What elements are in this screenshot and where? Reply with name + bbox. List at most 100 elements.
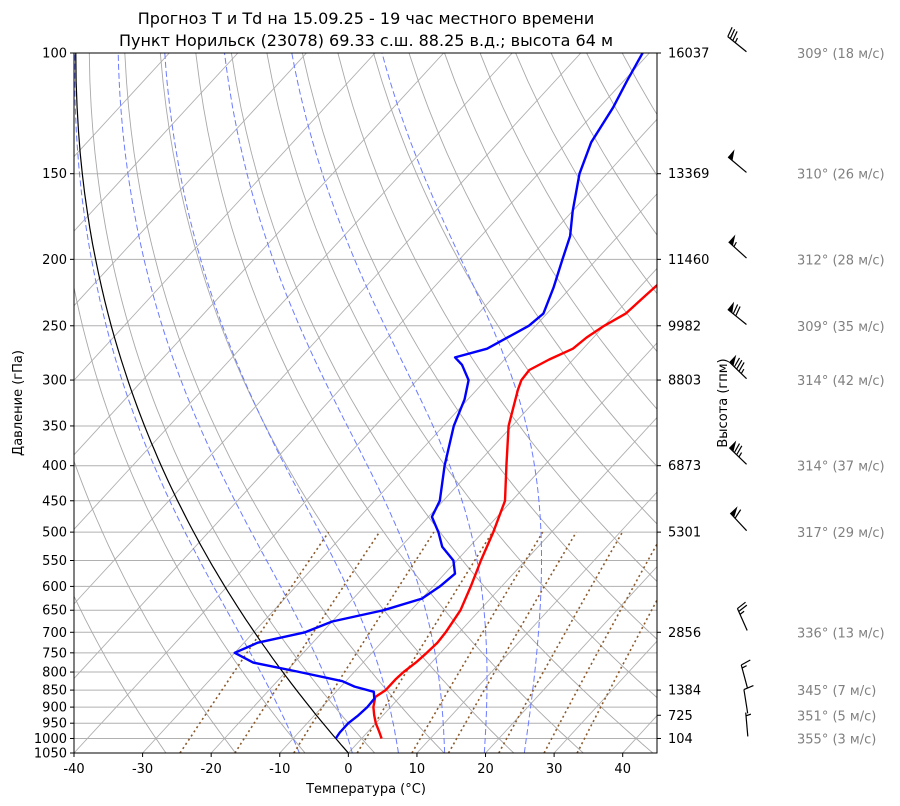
wind-barb-staff xyxy=(743,689,749,714)
dry-adiabat-line xyxy=(266,53,657,699)
wind-barb xyxy=(729,506,748,532)
dry-adiabat-line xyxy=(479,53,657,353)
wind-barb-full xyxy=(729,29,736,39)
p-tick-label: 450 xyxy=(42,494,67,509)
mixing-ratio-line xyxy=(411,531,544,753)
height-tick-label: 5301 xyxy=(668,526,701,541)
moist-adiabat-line xyxy=(164,53,399,753)
height-tick-label: 16037 xyxy=(668,47,709,62)
isotherm-line xyxy=(622,715,657,753)
p-tick-label: 650 xyxy=(42,604,67,619)
x-tick-label: 0 xyxy=(344,762,352,777)
height-tick-label: 1384 xyxy=(668,684,701,699)
wind-barb xyxy=(743,685,754,714)
p-tick-label: 950 xyxy=(42,717,67,732)
wind-barb-staff xyxy=(745,712,749,737)
dry-adiabat-line xyxy=(444,53,657,410)
wind-barb-half xyxy=(741,665,747,669)
wind-label: 312° (28 м/с) xyxy=(797,253,885,268)
wind-barb-staff xyxy=(736,608,748,631)
dry-adiabat-line xyxy=(230,53,654,753)
height-tick-label: 725 xyxy=(668,709,693,724)
p-tick-label: 250 xyxy=(42,319,67,334)
dry-adiabat-line xyxy=(658,53,900,753)
p-tick-label: 750 xyxy=(42,646,67,661)
wind-barb-full xyxy=(736,445,743,456)
isotherm-line xyxy=(74,53,239,232)
wind-barb-full xyxy=(740,659,751,666)
height-tick-label: 8803 xyxy=(668,374,701,389)
dewpoint-line xyxy=(233,53,644,740)
wind-barb-full xyxy=(738,604,748,612)
isotherm-line xyxy=(74,53,376,381)
parcel-line xyxy=(75,53,349,753)
mixing-ratio-line xyxy=(498,531,624,753)
p-tick-label: 600 xyxy=(42,580,67,595)
wind-barb-half xyxy=(745,713,752,717)
height-tick-label: 13369 xyxy=(668,167,709,182)
wind-barb xyxy=(727,149,747,173)
isotherm-line xyxy=(74,53,444,456)
dry-adiabat-line xyxy=(800,53,900,753)
isotherm-line xyxy=(74,53,307,307)
x-tick-label: 40 xyxy=(614,762,631,777)
dry-adiabat-line xyxy=(74,459,236,753)
p-tick-label: 350 xyxy=(42,419,67,434)
chart-title-line1: Прогноз T и Td на 15.09.25 - 19 час мест… xyxy=(138,9,594,28)
y-axis-label-right: Высота (гпм) xyxy=(716,358,731,447)
y-axis-label: Давление (гПа) xyxy=(11,350,26,456)
p-tick-label: 1050 xyxy=(34,747,67,762)
wind-barb xyxy=(745,712,752,737)
axes-layer: -40 -30 -20 -10 0 10 20 30 40 100 150 200 250 300 350 4… xyxy=(34,47,709,778)
wind-barb-full xyxy=(727,27,733,37)
p-tick-label: 300 xyxy=(42,374,67,389)
wind-barb xyxy=(727,27,747,53)
x-tick-label: -10 xyxy=(269,762,290,777)
dry-adiabat-line xyxy=(764,53,900,753)
moist-adiabat-line xyxy=(381,53,542,753)
dry-adiabat-line xyxy=(124,53,445,753)
wind-barb-staff xyxy=(727,156,747,173)
dry-adiabat-line xyxy=(301,53,657,640)
mixing-ratio-line xyxy=(447,531,577,753)
mixing-ratio-line xyxy=(179,531,330,753)
wind-barb-half xyxy=(739,610,745,615)
series-layer xyxy=(75,53,657,753)
mixing-ratio-line xyxy=(293,531,435,753)
dry-adiabat-line xyxy=(74,285,306,753)
wind-barb-flag xyxy=(727,301,735,314)
moist-adiabat-line xyxy=(224,53,446,753)
wind-barb xyxy=(727,301,747,325)
isotherm-line xyxy=(74,53,650,680)
wind-barb-flag xyxy=(728,149,735,161)
p-tick-label: 150 xyxy=(42,167,67,182)
wind-barb-half xyxy=(733,241,737,247)
mixing-ratio-line xyxy=(543,542,657,753)
x-tick-label: 30 xyxy=(546,762,563,777)
wind-barb xyxy=(740,659,751,689)
height-tick-label: 6873 xyxy=(668,459,701,474)
wind-barb xyxy=(728,234,747,259)
isotherm-line xyxy=(142,193,657,753)
height-tick-label: 9982 xyxy=(668,319,701,334)
wind-barb xyxy=(728,354,747,380)
dry-adiabat-line xyxy=(337,53,657,583)
height-tick-label: 2856 xyxy=(668,626,701,641)
grid-layer xyxy=(74,53,900,753)
dry-adiabat-line xyxy=(621,53,657,116)
mixing-ratio-line xyxy=(576,598,657,753)
dry-adiabat-line xyxy=(586,53,657,177)
p-tick-label: 800 xyxy=(42,666,67,681)
mixing-ratio-line xyxy=(356,531,494,753)
wind-barb-full xyxy=(736,359,743,370)
wind-label: 310° (26 м/с) xyxy=(797,168,885,183)
wind-barb-half xyxy=(734,37,739,43)
height-tick-label: 104 xyxy=(668,732,693,747)
p-tick-label: 1000 xyxy=(34,732,67,747)
wind-barb-full xyxy=(735,306,741,317)
dry-adiabat-line xyxy=(88,53,376,753)
isotherm-line xyxy=(485,565,657,753)
wind-barb-staff xyxy=(728,447,747,465)
wind-barb-full xyxy=(733,443,741,453)
isotherm-line xyxy=(210,267,657,753)
